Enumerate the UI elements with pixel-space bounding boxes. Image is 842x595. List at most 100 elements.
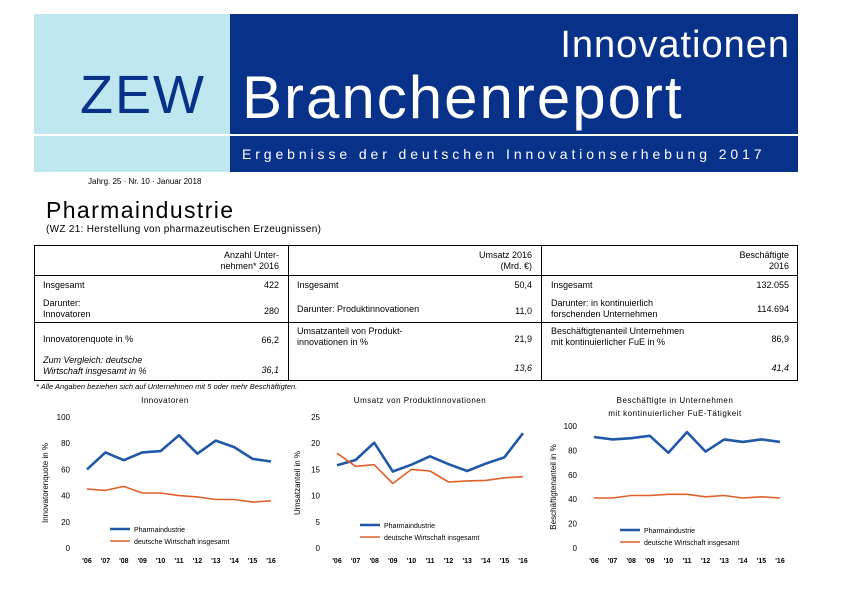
header-text: Umsatz 2016: [478, 250, 532, 260]
x-tick-label: '12: [193, 558, 203, 565]
y-tick-label: 100: [564, 422, 578, 431]
row-label: Darunter: Produktinnovationen: [297, 304, 420, 314]
y-tick-label: 100: [57, 413, 71, 422]
label-text: Umsatzanteil von Produkt-: [297, 326, 403, 336]
x-tick-label: '16: [775, 558, 785, 565]
row-value: 13,6: [514, 363, 532, 373]
row-value: 36,1: [261, 365, 279, 375]
label-text: Beschäftigtenanteil Unternehmen: [551, 326, 685, 336]
row-label: Insgesamt: [297, 280, 339, 290]
header-text: Anzahl Unter-: [223, 250, 279, 260]
header-text: Beschäftigte: [739, 250, 789, 260]
legend-label: deutsche Wirtschaft insgesamt: [384, 535, 479, 542]
y-tick-label: 20: [568, 520, 577, 529]
y-tick-label: 5: [316, 518, 321, 527]
y-axis-label: Umsatzanteil in %: [293, 451, 302, 515]
x-tick-label: '13: [211, 558, 221, 565]
header-title-line2: Branchenreport: [242, 64, 684, 131]
row-label: Umsatzanteil von Produkt- innovationen i…: [297, 326, 403, 348]
x-tick-label: '09: [645, 558, 655, 565]
y-tick-label: 20: [311, 439, 320, 448]
x-tick-label: '16: [518, 558, 528, 565]
label-text: Innovatoren: [43, 309, 91, 319]
x-tick-label: '08: [626, 558, 636, 565]
y-tick-label: 20: [61, 518, 70, 527]
header-text: (Mrd. €): [500, 261, 533, 271]
series-line-pharma: [593, 430, 781, 455]
table-header-revenue: Umsatz 2016 (Mrd. €): [332, 250, 532, 272]
y-tick-label: 40: [568, 495, 577, 504]
legend-label: deutsche Wirtschaft insgesamt: [134, 539, 229, 546]
y-tick-label: 0: [316, 544, 321, 553]
x-tick-label: '13: [462, 558, 472, 565]
page-subtitle: (WZ 21: Herstellung von pharmazeutischen…: [46, 224, 322, 235]
header-text: 2016: [768, 261, 789, 271]
row-value: 86,9: [771, 334, 789, 344]
x-tick-label: '11: [425, 558, 434, 565]
chart-title: Beschäftigte in Unternehmen: [616, 396, 734, 405]
chart-title: Umsatz von Produktinnovationen: [353, 396, 487, 405]
y-tick-label: 40: [61, 492, 70, 501]
x-tick-label: '15: [757, 558, 767, 565]
x-tick-label: '07: [351, 558, 361, 565]
x-tick-label: '09: [137, 558, 147, 565]
x-tick-label: '10: [156, 558, 166, 565]
table-row-divider: [35, 322, 797, 323]
row-value: 50,4: [514, 280, 532, 290]
x-tick-label: '16: [266, 558, 276, 565]
row-value: 280: [263, 306, 279, 316]
header-title-panel: [230, 14, 798, 172]
row-value: 422: [263, 280, 279, 290]
y-tick-label: 60: [61, 465, 70, 474]
row-value: 11,0: [515, 306, 532, 316]
header-title-line1: Innovationen: [560, 24, 790, 66]
table-col-divider: [541, 246, 542, 380]
series-line-pharma: [336, 432, 525, 473]
row-value: 132.055: [756, 280, 789, 290]
x-tick-label: '11: [682, 558, 691, 565]
label-text: Darunter:: [43, 298, 81, 308]
y-tick-label: 60: [568, 471, 577, 480]
x-tick-label: '08: [119, 558, 129, 565]
y-tick-label: 0: [66, 544, 71, 553]
x-tick-label: '06: [589, 558, 599, 565]
y-tick-label: 0: [573, 544, 578, 553]
row-value: 41,4: [771, 363, 789, 373]
x-tick-label: '14: [229, 558, 239, 565]
x-tick-label: '12: [444, 558, 454, 565]
y-axis-label: Innovatorenquote in %: [41, 443, 50, 523]
label-text: Darunter: in kontinuierlich: [551, 298, 654, 308]
table-col-divider: [288, 246, 289, 380]
legend-label: Pharmaindustrie: [134, 527, 185, 534]
row-value: 66,2: [261, 335, 279, 345]
x-tick-label: '15: [248, 558, 258, 565]
label-text: forschenden Unternehmen: [551, 309, 658, 319]
x-tick-label: '06: [332, 558, 342, 565]
row-label: Darunter: in kontinuierlich forschenden …: [551, 298, 658, 320]
header-divider: [34, 134, 798, 136]
series-line-economy: [86, 485, 272, 503]
y-tick-label: 15: [311, 465, 320, 474]
page-title: Pharmaindustrie: [46, 197, 235, 223]
row-value: 114.694: [757, 304, 789, 314]
label-text: Wirtschaft insgesamt in %: [43, 366, 147, 376]
key-figures-table: Anzahl Unter- nehmen* 2016 Umsatz 2016 (…: [34, 245, 798, 381]
x-tick-label: '07: [101, 558, 111, 565]
header-text: nehmen* 2016: [220, 261, 279, 271]
series-line-pharma: [86, 433, 272, 471]
row-label: Insgesamt: [551, 280, 593, 290]
label-text: Zum Vergleich: deutsche: [43, 355, 143, 365]
x-tick-label: '12: [701, 558, 711, 565]
row-label: Beschäftigtenanteil Unternehmen mit kont…: [551, 326, 684, 348]
series-line-economy: [336, 452, 524, 485]
zew-logo: ZEW: [80, 65, 206, 125]
legend-label: deutsche Wirtschaft insgesamt: [644, 540, 739, 547]
x-tick-label: '08: [369, 558, 379, 565]
x-tick-label: '07: [608, 558, 618, 565]
table-row-divider: [35, 275, 797, 276]
row-label: Darunter: Innovatoren: [43, 298, 91, 320]
table-header-employees: Beschäftigte 2016: [589, 250, 789, 272]
x-tick-label: '10: [407, 558, 417, 565]
legend-label: Pharmaindustrie: [384, 523, 435, 530]
